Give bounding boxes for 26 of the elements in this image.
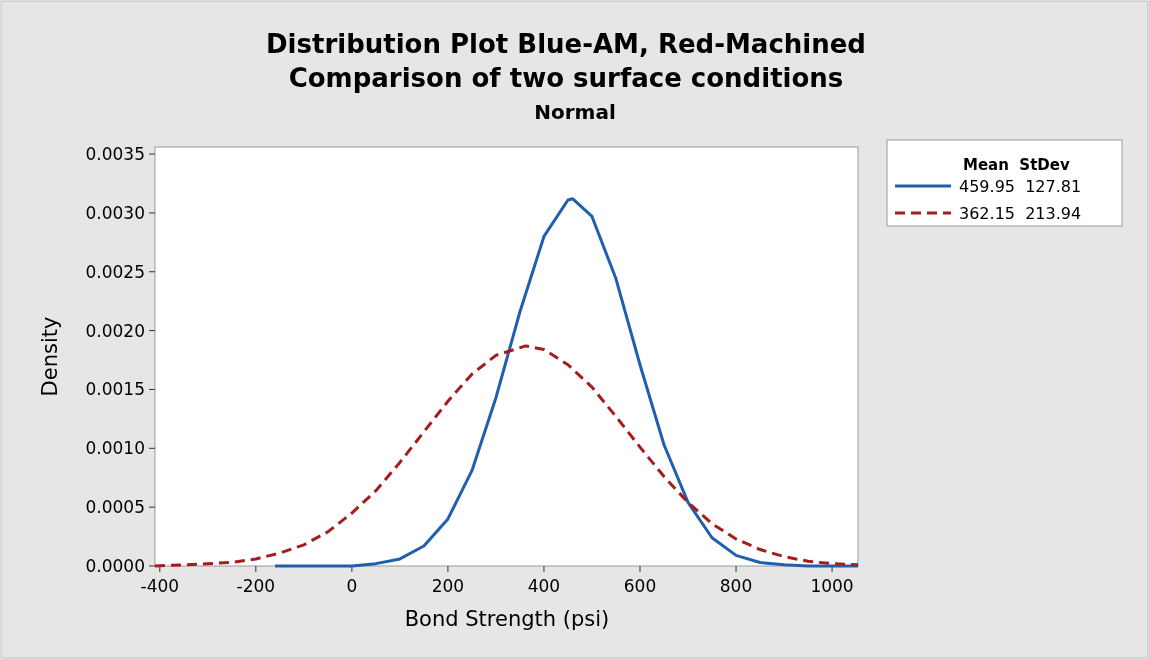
y-tick-label: 0.0020 xyxy=(85,320,145,341)
x-tick-label: -400 xyxy=(140,576,180,596)
x-tick-label: 200 xyxy=(431,576,465,596)
y-tick-label: 0.0030 xyxy=(85,202,145,223)
y-tick-label: 0.0005 xyxy=(85,497,145,518)
y-tick-label: 0.0025 xyxy=(85,261,145,282)
y-tick-label: 0.0015 xyxy=(85,379,145,400)
y-axis-title: Density xyxy=(38,316,62,397)
legend-label: 362.15 213.94 xyxy=(959,204,1082,223)
x-tick-label: 0 xyxy=(346,576,358,596)
x-tick-label: -200 xyxy=(236,576,276,596)
legend-title: Mean StDev xyxy=(963,156,1070,174)
y-tick-label: 0.0035 xyxy=(85,144,145,165)
x-tick-label: 1000 xyxy=(810,576,854,596)
text: Normal xyxy=(534,100,616,124)
line-series xyxy=(273,197,860,568)
x-tick-label: 800 xyxy=(719,576,753,596)
legend-label: 459.95 127.81 xyxy=(959,177,1082,196)
x-tick-label: 400 xyxy=(527,576,561,596)
y-tick-label: 0.0010 xyxy=(85,438,145,459)
x-axis-title: Bond Strength (psi) xyxy=(404,607,610,631)
chart-subtitle: Comparison of two surface conditions xyxy=(288,63,844,93)
x-tick-label: 600 xyxy=(623,576,657,596)
line-series xyxy=(153,344,860,568)
chart-title: Distribution Plot Blue-AM, Red-Machined xyxy=(266,29,866,59)
y-tick-label: 0.0000 xyxy=(85,556,145,576)
